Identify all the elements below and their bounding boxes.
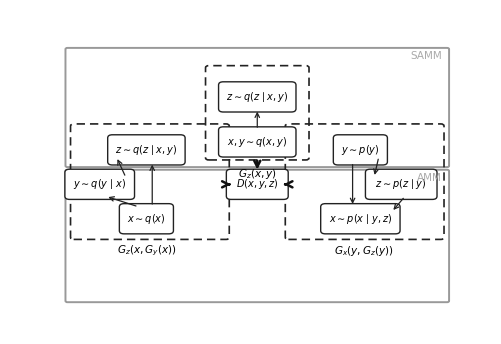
Text: $G_z(x,G_y(x))$: $G_z(x,G_y(x))$ (116, 244, 176, 258)
Text: SAMM: SAMM (409, 51, 441, 61)
Text: $D(x,y,z)$: $D(x,y,z)$ (235, 177, 278, 191)
Text: $y\sim p(y)$: $y\sim p(y)$ (340, 143, 379, 157)
FancyBboxPatch shape (65, 169, 134, 200)
Text: $z\sim q(z\mid x,y)$: $z\sim q(z\mid x,y)$ (115, 143, 177, 157)
FancyBboxPatch shape (218, 127, 296, 157)
Text: $y\sim q(y\mid x)$: $y\sim q(y\mid x)$ (73, 177, 126, 191)
FancyBboxPatch shape (119, 204, 173, 234)
Text: $x,y\sim q(x,y)$: $x,y\sim q(x,y)$ (227, 135, 287, 149)
Text: $x\sim q(x)$: $x\sim q(x)$ (127, 212, 165, 226)
FancyBboxPatch shape (333, 135, 387, 165)
FancyBboxPatch shape (226, 169, 288, 200)
Text: AMM: AMM (416, 173, 441, 183)
FancyBboxPatch shape (108, 135, 185, 165)
FancyBboxPatch shape (320, 204, 399, 234)
Text: $G_x(y,G_z(y))$: $G_x(y,G_z(y))$ (334, 244, 393, 258)
Text: $z\sim p(z\mid y)$: $z\sim p(z\mid y)$ (375, 177, 426, 191)
Text: $x\sim p(x\mid y,z)$: $x\sim p(x\mid y,z)$ (328, 212, 391, 226)
FancyBboxPatch shape (218, 82, 296, 112)
Text: $z \sim q(z\mid x,y)$: $z \sim q(z\mid x,y)$ (225, 90, 288, 104)
FancyBboxPatch shape (365, 169, 436, 200)
Text: $G_z(x,y)$: $G_z(x,y)$ (237, 167, 276, 181)
